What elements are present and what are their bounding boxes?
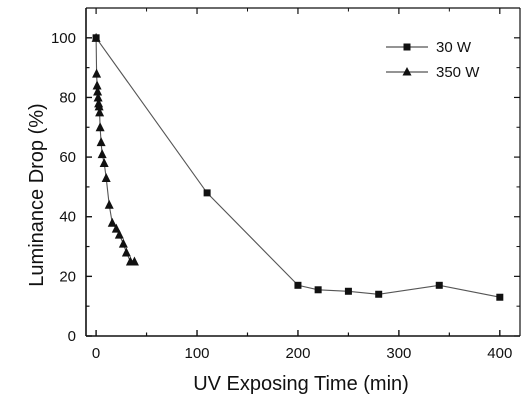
x-tick-label: 200 [285, 345, 310, 362]
data-point-350w [91, 32, 101, 42]
series-line-30w [95, 37, 500, 298]
data-point-30w [496, 293, 504, 301]
legend-label-350w: 350 W [436, 64, 480, 81]
data-point-350w [104, 199, 114, 209]
y-tick-label: 60 [59, 149, 76, 166]
data-point-350w [97, 149, 107, 159]
data-point-350w [111, 223, 121, 233]
data-point-350w [95, 107, 105, 117]
data-point-350w [101, 172, 111, 182]
data-point-350w [95, 122, 105, 132]
data-point-350w [129, 256, 139, 266]
x-tick-label: 100 [185, 345, 210, 362]
data-point-350w [93, 92, 103, 102]
data-point-350w [93, 86, 103, 96]
y-tick-label: 0 [68, 328, 76, 345]
data-point-30w [314, 286, 322, 294]
x-tick-label: 400 [487, 345, 512, 362]
data-point-350w [114, 229, 124, 239]
data-point-350w [96, 137, 106, 147]
legend-marker-350w [402, 67, 412, 76]
x-tick-label: 300 [386, 345, 411, 362]
data-point-30w [203, 189, 211, 197]
x-axis-title: UV Exposing Time (min) [193, 373, 409, 395]
data-point-350w [121, 247, 131, 257]
legend-label-30w: 30 W [436, 39, 472, 56]
x-tick-label: 0 [92, 345, 100, 362]
data-point-350w [99, 158, 109, 168]
series-350w [91, 32, 139, 266]
legend-marker-30w [403, 43, 411, 51]
data-point-30w [344, 287, 352, 295]
y-tick-label: 100 [51, 30, 76, 47]
data-point-30w [375, 290, 383, 298]
plot-frame: 0 100 200 300 400 0 20 40 60 80 100 [51, 7, 521, 362]
y-tick-label: 20 [59, 268, 76, 285]
series-layer [91, 32, 504, 301]
y-axis-title: Luminance Drop (%) [26, 103, 48, 286]
data-point-350w [107, 217, 117, 227]
data-point-350w [118, 238, 128, 248]
y-tick-label: 40 [59, 209, 76, 226]
data-point-350w [94, 101, 104, 111]
data-point-350w [92, 80, 102, 90]
data-point-30w [294, 281, 302, 289]
legend: 30 W 350 W [386, 39, 480, 81]
data-point-30w [435, 281, 443, 289]
y-tick-label: 80 [59, 89, 76, 106]
data-point-350w [92, 68, 102, 78]
